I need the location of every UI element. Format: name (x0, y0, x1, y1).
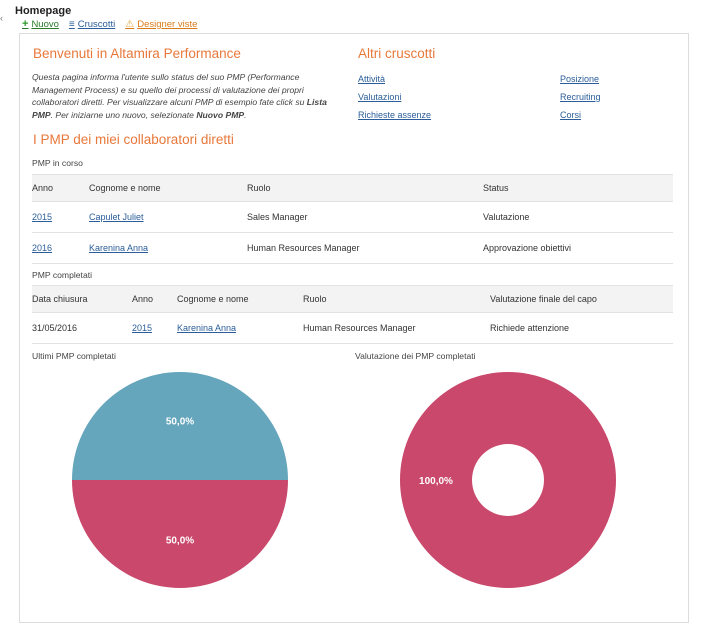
row-role: Sales Manager (247, 212, 308, 222)
link-attivita[interactable]: Attività (358, 74, 386, 84)
col-cognome-nome: Cognome e nome (89, 183, 161, 193)
pmp-completed-label: PMP completati (32, 270, 93, 280)
col-valutazione-finale: Valutazione finale del capo (490, 294, 597, 304)
row-name-link[interactable]: Capulet Juliet (89, 212, 144, 222)
row-close-date: 31/05/2016 (32, 323, 78, 333)
pmp-in-progress-table: Anno Cognome e nome Ruolo Status 2015 Ca… (32, 174, 673, 264)
new-label: Nuovo (31, 18, 59, 30)
list-icon: ≡ (68, 18, 75, 30)
table-header: Data chiusura Anno Cognome e nome Ruolo … (32, 285, 673, 313)
row-status: Approvazione obiettivi (483, 243, 572, 253)
designer-button[interactable]: ⚠ Designer viste (125, 19, 197, 30)
col-cognome-nome: Cognome e nome (177, 294, 249, 304)
chart-1-slice-2[interactable] (72, 480, 288, 588)
col-anno: Anno (132, 294, 154, 304)
chart-1-title: Ultimi PMP completati (32, 351, 116, 361)
col-ruolo: Ruolo (247, 183, 271, 193)
plus-icon: + (22, 18, 29, 30)
collapse-handle-icon[interactable]: ‹ (0, 13, 3, 23)
pmp-completed-table: Data chiusura Anno Cognome e nome Ruolo … (32, 285, 673, 344)
chart-1-label-1: 50,0% (166, 417, 194, 428)
table-row: 31/05/2016 2015 Karenina Anna Human Reso… (32, 313, 673, 344)
pmp-section-title: I PMP dei miei collaboratori diretti (33, 132, 234, 147)
row-final-evaluation: Richiede attenzione (490, 323, 570, 333)
other-dashboards-title: Altri cruscotti (358, 46, 436, 61)
row-status: Valutazione (483, 212, 530, 222)
toolbar: + Nuovo ≡ Cruscotti ⚠ Designer viste (22, 18, 197, 30)
chart-2-title: Valutazione dei PMP completati (355, 351, 476, 361)
welcome-text: Questa pagina informa l'utente sullo sta… (32, 72, 327, 120)
pmp-in-progress-label: PMP in corso (32, 158, 83, 168)
row-year-link[interactable]: 2015 (32, 212, 53, 222)
chart-1-slice-1[interactable] (72, 372, 288, 480)
chart-2-label-1: 100,0% (419, 476, 453, 487)
dashboards-button[interactable]: ≡ Cruscotti (69, 19, 115, 30)
warning-icon: ⚠ (125, 18, 135, 30)
col-data-chiusura: Data chiusura (32, 294, 88, 304)
row-year-link[interactable]: 2016 (32, 243, 53, 253)
link-valutazioni[interactable]: Valutazioni (358, 92, 402, 102)
new-button[interactable]: + Nuovo (22, 18, 59, 30)
col-anno: Anno (32, 183, 54, 193)
col-status: Status (483, 183, 509, 193)
table-row: 2015 Capulet Juliet Sales Manager Valuta… (32, 202, 673, 233)
table-row: 2016 Karenina Anna Human Resources Manag… (32, 233, 673, 264)
table-header: Anno Cognome e nome Ruolo Status (32, 174, 673, 202)
row-year-link[interactable]: 2015 (132, 323, 153, 333)
link-recruiting[interactable]: Recruiting (560, 92, 601, 102)
charts-canvas: 50,0% 50,0% 100,0% (72, 372, 616, 588)
col-ruolo: Ruolo (303, 294, 327, 304)
link-richieste-assenze[interactable]: Richieste assenze (358, 110, 432, 120)
row-name-link[interactable]: Karenina Anna (177, 323, 237, 333)
chart-2-slice-1[interactable] (400, 372, 616, 588)
welcome-title: Benvenuti in Altamira Performance (33, 46, 241, 61)
link-corsi[interactable]: Corsi (560, 110, 582, 120)
link-posizione[interactable]: Posizione (560, 74, 600, 84)
dashboard-panel: Benvenuti in Altamira Performance Questa… (19, 33, 689, 623)
row-role: Human Resources Manager (303, 323, 416, 333)
chart-1-label-2: 50,0% (166, 535, 194, 546)
designer-label: Designer viste (137, 18, 198, 30)
row-role: Human Resources Manager (247, 243, 360, 253)
row-name-link[interactable]: Karenina Anna (89, 243, 149, 253)
dashboards-label: Cruscotti (77, 18, 116, 30)
page-title: Homepage (15, 5, 72, 17)
